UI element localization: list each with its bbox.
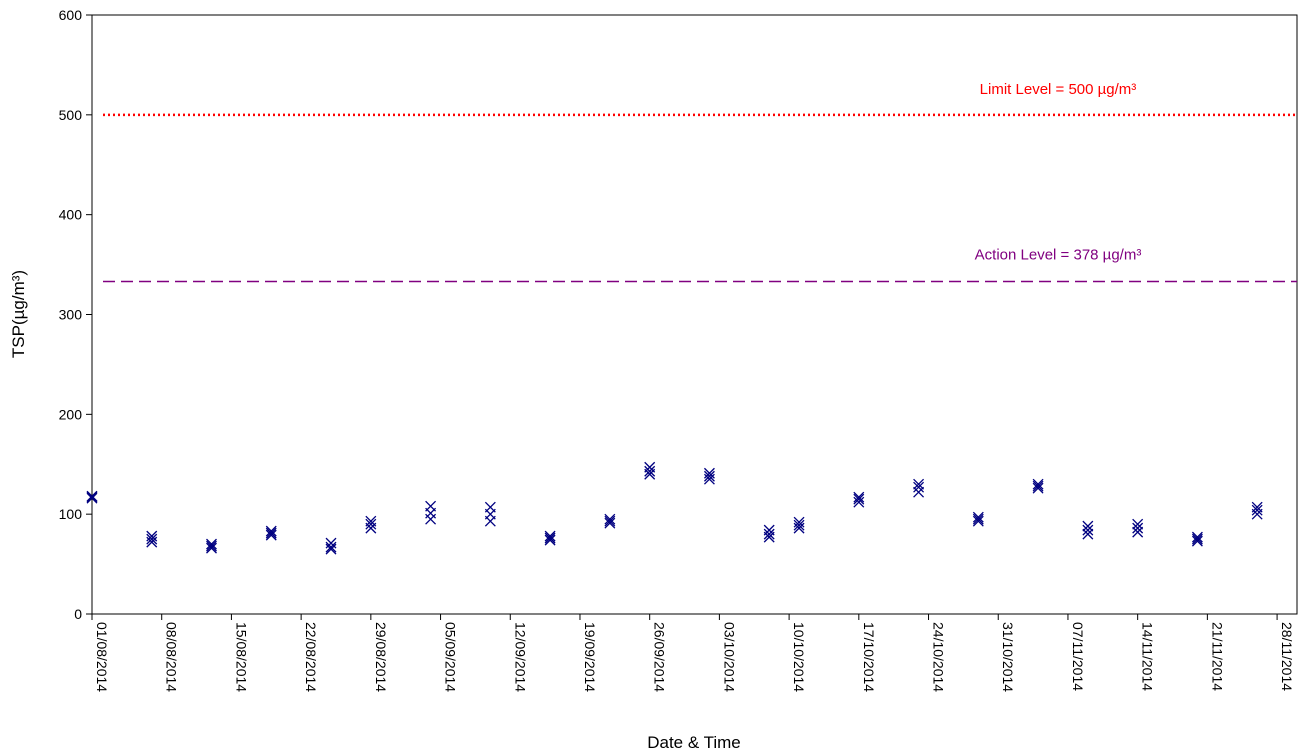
data-point [265, 525, 277, 537]
data-point [1082, 524, 1094, 536]
data-point [1251, 501, 1263, 513]
x-axis: 01/08/2014 08/08/2014 15/08/2014 22/08/2014… [91, 614, 1295, 692]
y-tick-label: 300 [59, 307, 83, 323]
data-point [146, 533, 158, 545]
data-point [913, 486, 925, 498]
x-tick-label: 24/10/2014 [931, 622, 947, 692]
data-point [544, 532, 556, 544]
data-point [86, 491, 98, 503]
data-point [913, 481, 925, 493]
data-point [86, 492, 98, 504]
y-tick-label: 500 [59, 107, 83, 123]
x-tick-label: 28/11/2014 [1279, 622, 1295, 691]
x-tick-label: 12/09/2014 [512, 622, 528, 692]
data-point [1191, 531, 1203, 543]
data-point [1132, 526, 1144, 538]
data-point [1251, 504, 1263, 516]
data-point [425, 507, 437, 519]
data-point [793, 519, 805, 531]
data-point [1032, 478, 1044, 490]
data-point [265, 527, 277, 539]
data-point [1132, 522, 1144, 534]
x-tick-label: 29/08/2014 [373, 622, 389, 692]
x-tick-label: 31/10/2014 [1000, 622, 1016, 692]
data-point [1191, 533, 1203, 545]
x-tick-label: 19/09/2014 [582, 622, 598, 692]
x-tick-label: 17/10/2014 [861, 622, 877, 692]
data-point [604, 515, 616, 527]
data-point [972, 513, 984, 525]
data-point [484, 508, 496, 520]
data-point [853, 493, 865, 505]
x-tick-label: 03/10/2014 [721, 622, 737, 692]
x-tick-label: 22/08/2014 [303, 622, 319, 692]
data-point [265, 529, 277, 541]
data-point [644, 465, 656, 477]
data-point [644, 461, 656, 473]
data-point [206, 542, 217, 554]
data-point [793, 516, 805, 528]
plot-area [91, 14, 1298, 615]
x-tick-label: 08/08/2014 [164, 622, 180, 692]
data-point [325, 537, 337, 549]
x-tick-label: 01/08/2014 [94, 622, 110, 692]
data-point [1082, 520, 1094, 532]
data-point [206, 538, 217, 550]
y-tick-label: 0 [74, 606, 82, 622]
x-tick-label: 21/11/2014 [1209, 622, 1225, 691]
data-point [604, 517, 616, 529]
x-tick-label: 07/11/2014 [1070, 622, 1086, 691]
data-point [544, 534, 556, 546]
data-point [972, 511, 984, 523]
x-axis-title: Date & Time [647, 733, 741, 752]
data-point [853, 491, 865, 503]
data-point [1082, 528, 1094, 540]
data-point [365, 515, 377, 527]
data-point [1191, 535, 1203, 547]
data-point [913, 478, 925, 490]
data-point [325, 541, 337, 553]
data-point [763, 528, 775, 540]
action-level-label: Action Level = 378 µg/m³ [975, 247, 1142, 264]
data-point [146, 530, 158, 542]
limit-level-label: Limit Level = 500 µg/m³ [980, 81, 1137, 98]
data-point [853, 496, 865, 508]
y-tick-label: 200 [59, 406, 83, 422]
data-points [86, 461, 1263, 555]
data-point [1132, 518, 1144, 530]
data-point [703, 470, 715, 482]
data-point [1032, 480, 1044, 492]
data-point [972, 515, 984, 527]
x-tick-label: 14/11/2014 [1140, 622, 1156, 691]
data-point [544, 530, 556, 542]
x-tick-label: 15/08/2014 [233, 622, 249, 692]
y-axis-title: TSP(µg/m³) [9, 270, 28, 358]
data-point [1032, 482, 1044, 494]
x-tick-label: 05/09/2014 [443, 622, 459, 692]
data-point [365, 518, 377, 530]
y-axis: 0 100 200 300 400 500 600 [59, 7, 92, 622]
data-point [763, 524, 775, 536]
y-tick-label: 600 [59, 7, 83, 23]
data-point [703, 467, 715, 479]
x-tick-label: 10/10/2014 [791, 622, 807, 692]
data-point [86, 490, 98, 502]
data-point [604, 513, 616, 525]
y-tick-label: 400 [59, 207, 83, 223]
y-tick-label: 100 [59, 506, 83, 522]
data-point [206, 540, 217, 552]
x-tick-label: 26/09/2014 [652, 622, 668, 692]
